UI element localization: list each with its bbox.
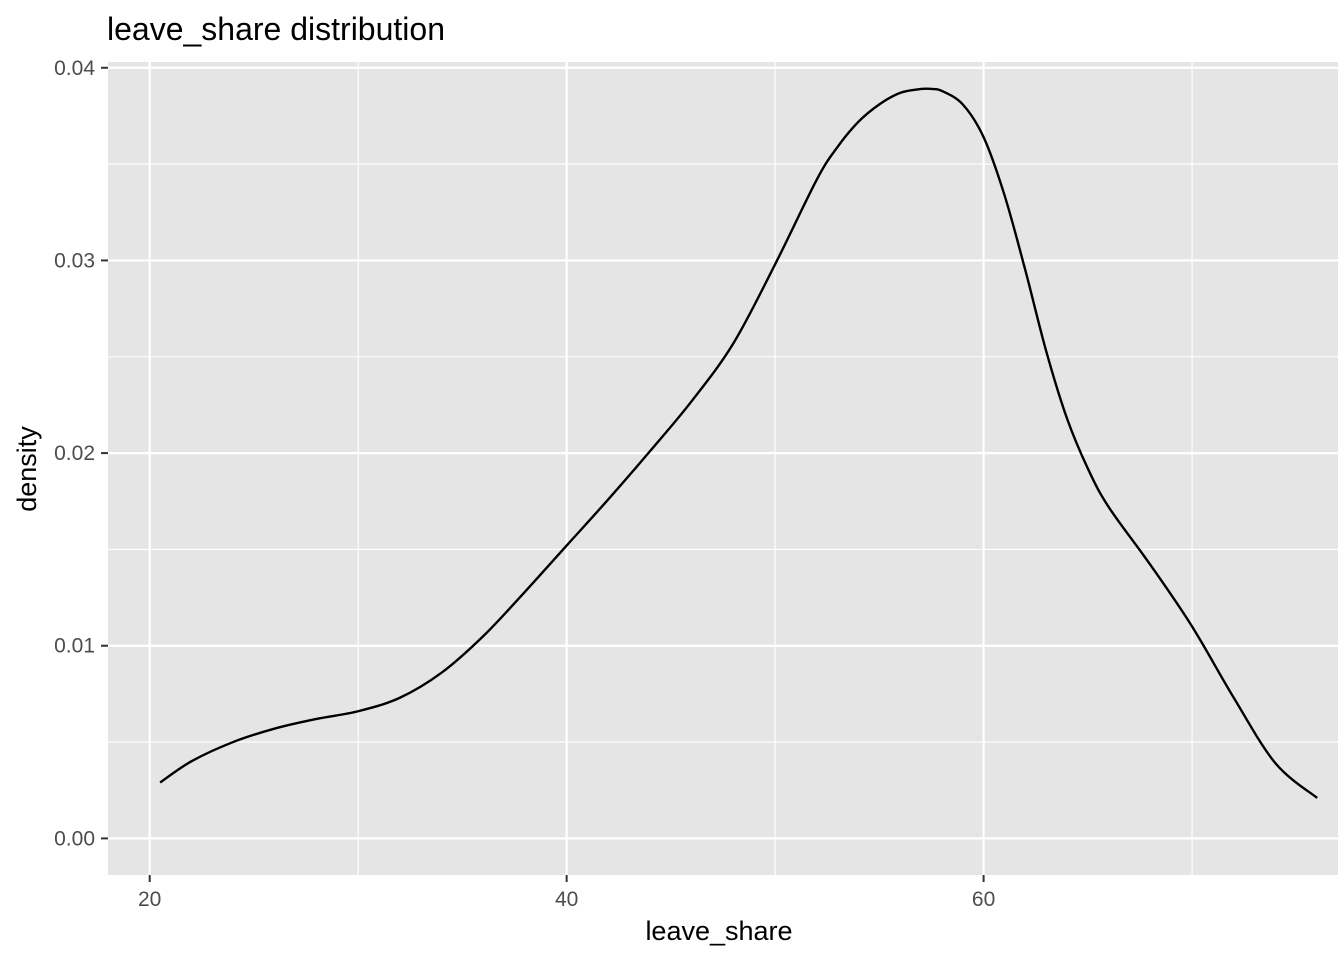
y-tick-label: 0.02 — [54, 442, 95, 465]
minor-gridlines — [108, 62, 1338, 875]
x-tick-label: 60 — [972, 888, 995, 911]
x-tick-label: 40 — [555, 888, 578, 911]
x-tick-label: 20 — [138, 888, 161, 911]
x-axis-title: leave_share — [645, 916, 792, 946]
y-tick-label: 0.03 — [54, 249, 95, 272]
chart-title: leave_share distribution — [107, 11, 445, 47]
x-axis-ticks: 20 40 60 — [138, 875, 995, 911]
major-gridlines — [108, 62, 1338, 875]
y-axis-title: density — [12, 426, 42, 512]
y-tick-label: 0.01 — [54, 635, 95, 658]
y-tick-label: 0.04 — [54, 57, 95, 80]
density-curve — [159, 87, 1318, 799]
y-axis-ticks: 0.00 0.01 0.02 0.03 0.04 — [54, 57, 108, 850]
y-tick-label: 0.00 — [54, 827, 95, 850]
plot-panel — [108, 62, 1338, 875]
